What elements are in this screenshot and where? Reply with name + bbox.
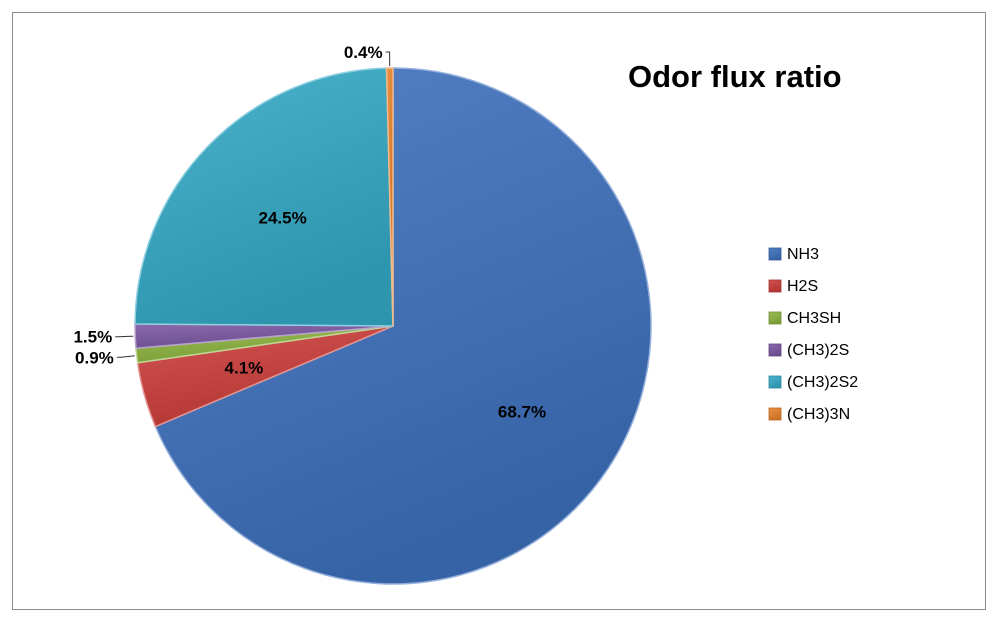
leader-line-ch3sh — [116, 355, 135, 358]
legend-swatch-ch3sh — [768, 311, 782, 325]
leader-line-ch3-3n — [385, 51, 391, 67]
leader-line-ch3-2s — [115, 335, 134, 338]
legend-label-h2s: H2S — [787, 278, 818, 295]
legend-swatch-ch3-2s — [768, 343, 782, 357]
legend-label-nh3: NH3 — [787, 246, 819, 263]
legend-label-ch3sh: CH3SH — [787, 310, 841, 327]
data-label-h2s: 4.1% — [225, 359, 264, 378]
legend-swatch-h2s — [768, 279, 782, 293]
data-label-nh3: 68.7% — [498, 403, 546, 422]
pie-chart: Odor flux ratio 68.7% 4.1% 0.9%1.5% 24.5% 0.… — [73, 43, 858, 585]
legend: NH3 H2S CH3SH (CH3)2S (CH3)2S2 (CH3)3N — [768, 246, 858, 423]
data-label-ch3-3n: 0.4% — [344, 43, 383, 62]
pie-slice-ch3-2s2 — [134, 67, 394, 327]
pie-slices — [134, 67, 652, 585]
data-label-ch3-2s2: 24.5% — [258, 209, 306, 228]
legend-label-ch3-2s: (CH3)2S — [787, 342, 849, 359]
legend-swatch-ch3-2s2 — [768, 375, 782, 389]
pie-data-labels: 68.7% 4.1% 0.9%1.5% 24.5% 0.4% — [73, 43, 546, 422]
data-label-ch3-2s: 1.5% — [73, 328, 112, 347]
legend-swatch-nh3 — [768, 247, 782, 261]
pie-slice-nh3 — [154, 67, 652, 585]
data-label-ch3sh: 0.9% — [75, 348, 114, 367]
pie-slice-ch3-3n — [385, 67, 394, 327]
legend-label-ch3-3n: (CH3)3N — [787, 406, 850, 423]
chart-frame: Odor flux ratio 68.7% 4.1% 0.9% 1.5% 24.5% 0.… — [12, 12, 986, 610]
legend-swatch-ch3-3n — [768, 407, 782, 421]
legend-label-ch3-2s2: (CH3)2S2 — [787, 374, 858, 391]
chart-title: Odor flux ratio — [628, 59, 842, 94]
